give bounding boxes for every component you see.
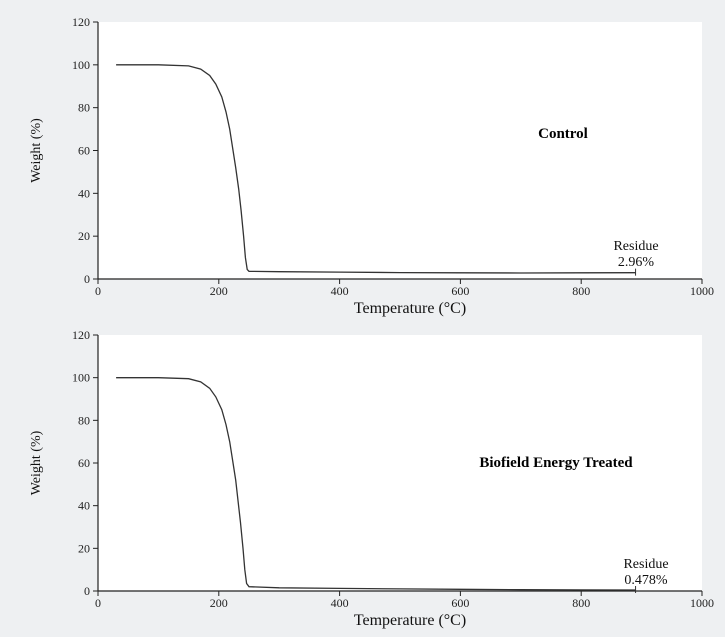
series-line (116, 377, 636, 591)
y-tick-label: 60 (78, 144, 90, 158)
y-tick-label: 100 (72, 58, 90, 72)
y-tick-label: 120 (72, 15, 90, 29)
residue-annotation: 2.96% (618, 255, 655, 270)
y-tick-label: 20 (78, 229, 90, 243)
x-tick-label: 1000 (690, 284, 714, 298)
panel-title: Control (538, 126, 588, 142)
x-tick-label: 600 (451, 284, 469, 298)
y-tick-label: 0 (84, 272, 90, 286)
plot-area (98, 22, 702, 279)
residue-annotation: Residue (613, 239, 658, 254)
chart-panel-1: 0 20 40 60 80 100 120 0 200 400 600 800 1000 Temperat… (29, 15, 714, 317)
x-tick-label: 200 (210, 284, 228, 298)
y-tick-label: 80 (78, 101, 90, 115)
x-tick-label: 0 (95, 284, 101, 298)
x-tick-label: 0 (95, 596, 101, 610)
panel-title: Biofield Energy Treated (479, 455, 633, 471)
x-axis-title: Temperature (°C) (354, 612, 466, 629)
residue-annotation: 0.478% (624, 573, 668, 588)
x-tick-label: 600 (451, 596, 469, 610)
chart-panel-2: 0 20 40 60 80 100 120 0 200 400 600 800 1000 Temperat… (29, 328, 714, 629)
y-tick-label: 60 (78, 456, 90, 470)
y-tick-label: 100 (72, 371, 90, 385)
y-tick-label: 40 (78, 186, 90, 200)
y-tick-label: 80 (78, 413, 90, 427)
x-tick-label: 1000 (690, 596, 714, 610)
x-axis-title: Temperature (°C) (354, 300, 466, 317)
y-tick-label: 40 (78, 499, 90, 513)
series-line (116, 64, 636, 274)
x-tick-label: 400 (331, 596, 349, 610)
x-tick-label: 800 (572, 596, 590, 610)
plot-area (98, 335, 702, 591)
x-tick-label: 800 (572, 284, 590, 298)
residue-annotation: Residue (623, 557, 668, 572)
y-tick-label: 0 (84, 584, 90, 598)
y-tick-label: 20 (78, 541, 90, 555)
y-tick-label: 120 (72, 328, 90, 342)
x-tick-label: 200 (210, 596, 228, 610)
x-tick-label: 400 (331, 284, 349, 298)
y-axis-title: Weight (%) (29, 430, 44, 495)
y-axis-title: Weight (%) (29, 118, 44, 183)
